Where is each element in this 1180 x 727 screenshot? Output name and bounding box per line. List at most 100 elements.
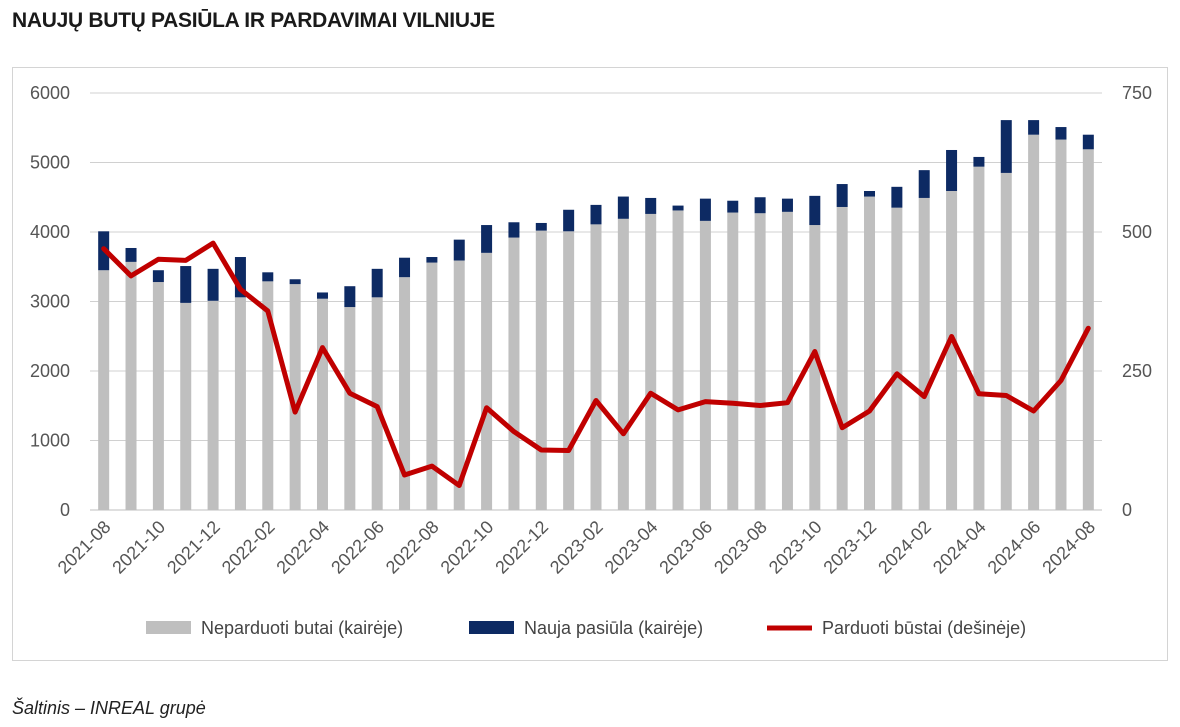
legend: Neparduoti butai (kairėje) Nauja pasiūla… xyxy=(146,618,1026,638)
bar-new-supply xyxy=(946,149,958,191)
y-left-tick-label: 4000 xyxy=(30,222,70,242)
y-right-tick-label: 250 xyxy=(1122,361,1152,381)
bar-unsold xyxy=(289,284,301,510)
bar-unsold xyxy=(563,231,575,510)
y-left-tick-label: 0 xyxy=(60,500,70,520)
bar-unsold xyxy=(918,197,930,510)
y-left-tick-label: 1000 xyxy=(30,431,70,451)
x-tick-label: 2022-12 xyxy=(491,517,552,578)
bar-new-supply xyxy=(180,266,192,303)
bar-unsold xyxy=(1028,134,1040,510)
bar-unsold xyxy=(316,298,328,510)
x-tick-label: 2021-12 xyxy=(163,517,224,578)
bars xyxy=(98,120,1094,511)
y-left-tick-label: 5000 xyxy=(30,153,70,173)
x-tick-label: 2024-06 xyxy=(984,517,1045,578)
bar-new-supply xyxy=(891,186,903,208)
bar-unsold xyxy=(207,300,219,510)
bar-unsold xyxy=(727,212,739,511)
bar-new-supply xyxy=(371,268,383,298)
y-left-tick-label: 6000 xyxy=(30,83,70,103)
bar-new-supply xyxy=(918,170,930,198)
line-series xyxy=(101,240,1091,488)
bar-new-supply xyxy=(699,198,711,221)
bar-new-supply xyxy=(399,257,411,278)
bar-unsold xyxy=(262,281,274,510)
y-right-tick-label: 0 xyxy=(1122,500,1132,520)
x-tick-label: 2022-06 xyxy=(327,517,388,578)
bar-new-supply xyxy=(453,239,465,261)
x-tick-label: 2023-08 xyxy=(710,517,771,578)
y-right-tick-label: 500 xyxy=(1122,222,1152,242)
legend-label-sold: Parduoti būstai (dešinėje) xyxy=(822,618,1026,638)
bar-unsold xyxy=(125,261,137,510)
source-note: Šaltinis – INREAL grupė xyxy=(12,698,206,718)
x-tick-label: 2023-12 xyxy=(819,517,880,578)
bar-unsold xyxy=(809,225,821,511)
bar-new-supply xyxy=(535,222,547,231)
x-tick-label: 2021-08 xyxy=(54,517,115,578)
bar-unsold xyxy=(98,270,110,510)
bar-new-supply xyxy=(481,225,493,253)
bar-new-supply xyxy=(754,197,766,214)
bar-unsold xyxy=(535,230,547,511)
bar-unsold xyxy=(344,307,356,510)
bar-unsold xyxy=(508,237,520,510)
sold-line xyxy=(101,240,1091,488)
bar-new-supply xyxy=(262,272,274,282)
bar-unsold xyxy=(836,206,848,511)
bar-new-supply xyxy=(864,190,876,197)
x-tick-label: 2024-02 xyxy=(874,517,935,578)
y-right-axis: 0 250 500 750 xyxy=(1122,83,1152,520)
bar-unsold xyxy=(180,302,192,510)
bar-new-supply xyxy=(563,209,575,232)
legend-label-unsold: Neparduoti butai (kairėje) xyxy=(201,618,403,638)
bar-new-supply xyxy=(836,184,848,207)
bar-new-supply xyxy=(289,279,301,285)
x-tick-label: 2024-04 xyxy=(929,517,990,578)
bar-unsold xyxy=(453,260,465,510)
legend-swatch-unsold xyxy=(146,621,191,634)
bar-unsold xyxy=(152,282,164,510)
bar-new-supply xyxy=(617,196,629,219)
bar-unsold xyxy=(617,218,629,511)
bar-new-supply xyxy=(344,286,356,308)
x-tick-label: 2024-08 xyxy=(1038,517,1099,578)
x-tick-label: 2023-10 xyxy=(765,517,826,578)
bar-new-supply xyxy=(152,270,164,283)
y-right-tick-label: 750 xyxy=(1122,83,1152,103)
y-left-axis: 0 1000 2000 3000 4000 5000 6000 xyxy=(30,83,70,520)
bar-unsold xyxy=(946,190,958,510)
bar-new-supply xyxy=(590,204,602,225)
bar-unsold xyxy=(590,224,602,511)
bar-unsold xyxy=(234,297,246,510)
bar-unsold xyxy=(399,277,411,510)
bar-unsold xyxy=(645,213,657,510)
x-tick-label: 2021-10 xyxy=(108,517,169,578)
bar-new-supply xyxy=(672,205,684,211)
bar-unsold xyxy=(699,220,711,510)
bar-new-supply xyxy=(645,197,657,214)
x-tick-label: 2022-02 xyxy=(218,517,279,578)
x-tick-label: 2023-04 xyxy=(601,517,662,578)
bar-new-supply xyxy=(125,247,137,262)
bar-unsold xyxy=(426,262,438,510)
bar-new-supply xyxy=(508,222,520,238)
bar-unsold xyxy=(1000,172,1012,511)
bar-new-supply xyxy=(809,195,821,226)
bar-unsold xyxy=(1055,139,1067,510)
bar-unsold xyxy=(781,211,793,510)
x-axis: 2021-082021-102021-122022-022022-042022-… xyxy=(54,509,1102,578)
bar-unsold xyxy=(864,196,876,510)
bar-new-supply xyxy=(1028,120,1040,135)
bar-new-supply xyxy=(973,156,985,167)
bar-unsold xyxy=(754,213,766,511)
bar-new-supply xyxy=(316,292,328,299)
y-left-tick-label: 3000 xyxy=(30,292,70,312)
chart-title: NAUJŲ BUTŲ PASIŪLA IR PARDAVIMAI VILNIUJ… xyxy=(12,9,495,32)
bar-unsold xyxy=(891,207,903,511)
bar-unsold xyxy=(481,252,493,510)
bar-new-supply xyxy=(727,200,739,213)
bar-new-supply xyxy=(234,257,246,298)
bar-new-supply xyxy=(1000,120,1012,173)
